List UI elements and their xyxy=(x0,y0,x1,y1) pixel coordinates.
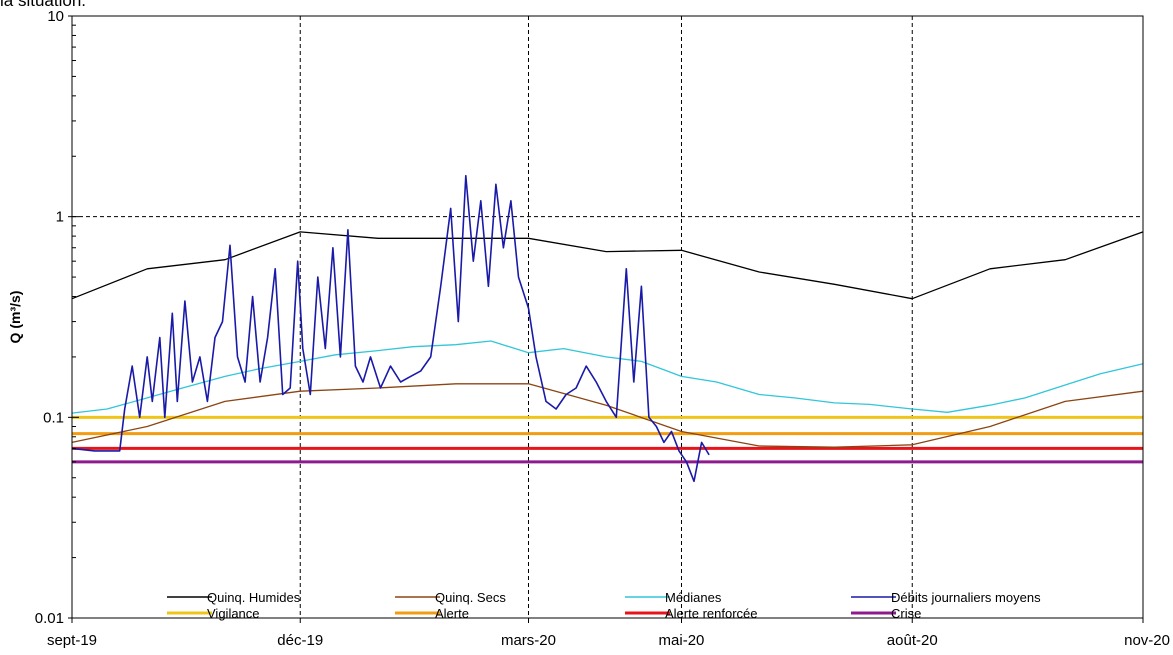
y-tick-label: 0.1 xyxy=(43,409,64,426)
series-line xyxy=(71,340,1144,414)
top-caption: la situation. xyxy=(0,0,86,10)
legend-label: Alerte renforcée xyxy=(665,606,758,621)
legend-label: Crise xyxy=(891,606,921,621)
legend: Quinq. Humides Quinq. Secs Médianes Débits … xyxy=(167,590,1041,621)
y-axis-title: Q (m³/s) xyxy=(7,291,23,344)
series-layer xyxy=(71,174,1144,483)
legend-label: Vigilance xyxy=(207,606,260,621)
plot-frame xyxy=(71,15,1144,619)
x-tick-label: mai-20 xyxy=(659,632,705,649)
x-tick-label: nov-20 xyxy=(1124,632,1170,649)
axis-ticks: 0.01 0.1 1 10 sept-19 déc-19 mars-20 mai-20 août… xyxy=(35,8,1170,649)
x-tick-label: mars-20 xyxy=(501,632,556,649)
y-tick-label: 10 xyxy=(47,8,64,25)
x-tick-label: déc-19 xyxy=(277,632,323,649)
legend-label: Alerte xyxy=(435,606,469,621)
y-tick-label: 0.01 xyxy=(35,610,64,627)
grid xyxy=(72,15,1143,618)
legend-label: Quinq. Secs xyxy=(435,590,506,605)
legend-label: Quinq. Humides xyxy=(207,590,301,605)
x-tick-label: août-20 xyxy=(887,632,938,649)
y-tick-label: 1 xyxy=(56,209,64,226)
series-line xyxy=(71,174,710,483)
series-line xyxy=(71,231,1144,300)
series-line xyxy=(71,383,1144,448)
x-tick-label: sept-19 xyxy=(47,632,97,649)
legend-label: Débits journaliers moyens xyxy=(891,590,1041,605)
legend-label: Médianes xyxy=(665,590,722,605)
